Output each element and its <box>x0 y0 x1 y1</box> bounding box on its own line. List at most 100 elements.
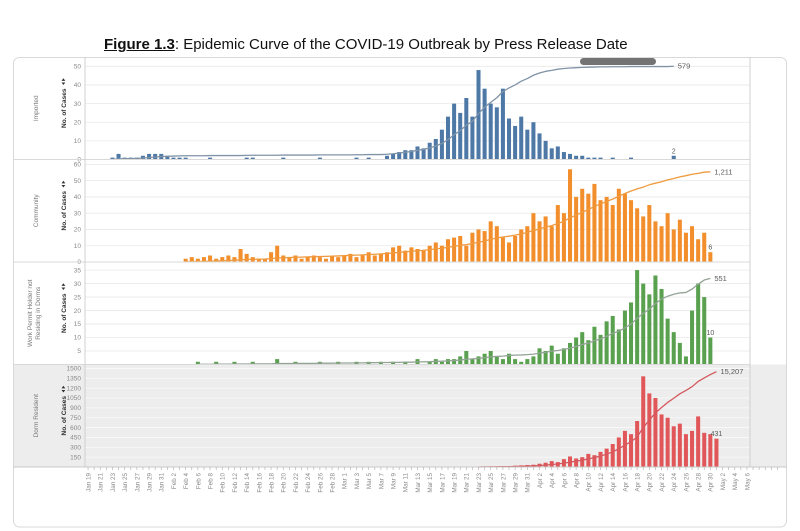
bar[interactable] <box>470 116 475 160</box>
bar[interactable] <box>586 453 591 467</box>
bar[interactable] <box>165 155 170 160</box>
bar[interactable] <box>580 332 585 365</box>
bar[interactable] <box>220 257 225 262</box>
bar[interactable] <box>598 451 603 467</box>
bar[interactable] <box>183 157 188 160</box>
bar[interactable] <box>269 252 274 262</box>
bar[interactable] <box>604 321 609 365</box>
bar[interactable] <box>604 448 609 467</box>
bar[interactable] <box>622 430 627 467</box>
bar[interactable] <box>452 237 457 262</box>
bar[interactable] <box>275 359 280 365</box>
bar[interactable] <box>445 359 451 365</box>
bar[interactable] <box>500 88 505 160</box>
bar[interactable] <box>629 157 634 160</box>
bar[interactable] <box>189 257 194 262</box>
bar[interactable] <box>537 133 542 160</box>
bar[interactable] <box>281 255 286 262</box>
bar[interactable] <box>702 297 707 365</box>
bar[interactable] <box>507 118 512 160</box>
bar[interactable] <box>629 200 634 262</box>
bar[interactable] <box>494 107 499 160</box>
bar[interactable] <box>555 353 560 365</box>
bar[interactable] <box>635 270 640 365</box>
bar[interactable] <box>439 129 444 160</box>
bar[interactable] <box>592 455 597 467</box>
bar[interactable] <box>543 216 548 262</box>
sort-icon[interactable] <box>61 78 66 86</box>
bar[interactable] <box>702 232 707 262</box>
bar[interactable] <box>653 398 658 467</box>
bar[interactable] <box>397 152 402 160</box>
bar[interactable] <box>531 356 536 365</box>
bar[interactable] <box>616 329 621 365</box>
bar[interactable] <box>665 213 670 262</box>
bar[interactable] <box>683 232 688 262</box>
bar[interactable] <box>708 337 713 365</box>
bar[interactable] <box>622 193 627 262</box>
bar[interactable] <box>543 351 548 365</box>
bar[interactable] <box>616 188 621 262</box>
sort-icon[interactable] <box>61 385 66 393</box>
bar[interactable] <box>580 155 585 160</box>
bar[interactable] <box>354 257 359 262</box>
bar[interactable] <box>439 361 444 365</box>
sort-icon[interactable] <box>61 283 66 291</box>
bar[interactable] <box>641 216 646 262</box>
bar[interactable] <box>671 229 676 262</box>
bar[interactable] <box>604 196 609 262</box>
bar[interactable] <box>671 332 676 365</box>
bar[interactable] <box>470 359 475 365</box>
bar[interactable] <box>403 250 408 262</box>
bar[interactable] <box>360 255 365 262</box>
bar[interactable] <box>445 116 451 160</box>
bar[interactable] <box>629 434 634 467</box>
bar[interactable] <box>384 155 390 160</box>
bar[interactable] <box>561 213 566 262</box>
bar[interactable] <box>494 356 499 365</box>
sort-icon[interactable] <box>61 180 66 188</box>
bar[interactable] <box>488 103 493 160</box>
bar[interactable] <box>433 242 438 262</box>
bar[interactable] <box>647 205 652 262</box>
bar[interactable] <box>580 457 585 467</box>
bar[interactable] <box>519 361 524 365</box>
bar[interactable] <box>287 257 292 262</box>
bar[interactable] <box>384 252 390 262</box>
bar[interactable] <box>647 294 652 365</box>
bar[interactable] <box>232 361 237 365</box>
bar[interactable] <box>610 315 615 365</box>
bar[interactable] <box>409 150 414 160</box>
bar[interactable] <box>311 255 316 262</box>
bar[interactable] <box>244 157 249 160</box>
bar[interactable] <box>256 258 261 262</box>
bar[interactable] <box>427 361 432 365</box>
bar[interactable] <box>366 157 371 160</box>
bar[interactable] <box>635 208 640 262</box>
bar[interactable] <box>452 359 457 365</box>
bar[interactable] <box>598 200 603 262</box>
bar[interactable] <box>464 351 469 365</box>
bar[interactable] <box>482 353 487 365</box>
bar[interactable] <box>250 361 255 365</box>
bar[interactable] <box>171 157 176 160</box>
bar[interactable] <box>714 438 719 467</box>
bar[interactable] <box>354 157 359 160</box>
bar[interactable] <box>366 252 371 262</box>
bar[interactable] <box>653 221 658 262</box>
bar[interactable] <box>391 361 396 365</box>
bar[interactable] <box>116 153 121 160</box>
bar[interactable] <box>464 98 469 160</box>
bar[interactable] <box>439 245 444 262</box>
bar[interactable] <box>635 421 640 467</box>
bar[interactable] <box>372 255 377 262</box>
bar[interactable] <box>427 142 432 160</box>
bar[interactable] <box>183 258 188 262</box>
bar[interactable] <box>629 302 634 365</box>
bar[interactable] <box>378 253 383 262</box>
bar[interactable] <box>323 258 328 262</box>
bar[interactable] <box>476 229 481 262</box>
bar[interactable] <box>403 150 408 160</box>
bar[interactable] <box>226 255 231 262</box>
bar[interactable] <box>622 310 627 365</box>
